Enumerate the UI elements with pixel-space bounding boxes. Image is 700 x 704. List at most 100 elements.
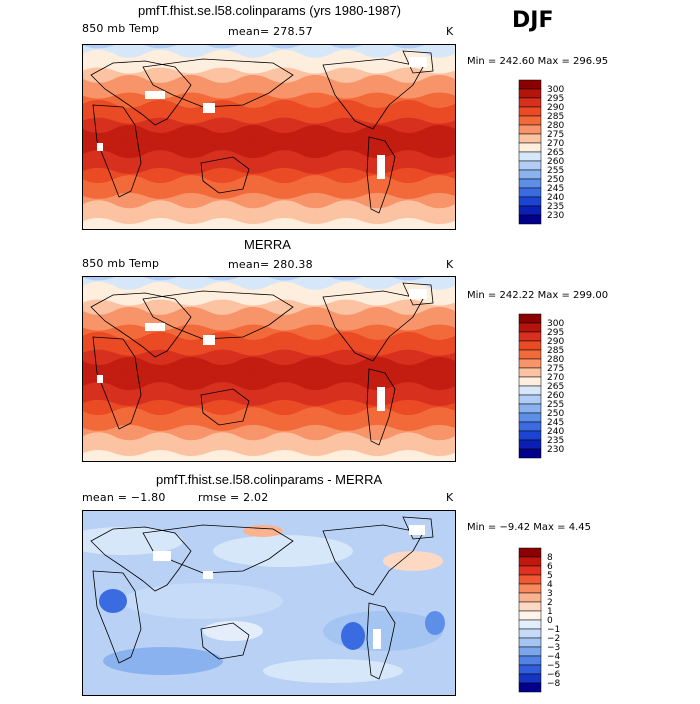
- coastline: [90, 60, 192, 126]
- missing-data-patch: [203, 571, 213, 579]
- colorbar-tick-label: 280: [547, 355, 564, 365]
- missing-data-patch: [409, 57, 427, 67]
- colorbar-swatch: [518, 367, 542, 378]
- colorbar-swatch: [518, 133, 542, 144]
- colorbar-tick-label: 300: [547, 85, 564, 95]
- colorbar-tick-label: 235: [547, 202, 564, 212]
- colorbar-tick-label: 245: [547, 418, 564, 428]
- field-contour: [213, 535, 353, 567]
- colorbar-tick-label: 295: [547, 94, 564, 104]
- colorbar-swatch: [518, 97, 542, 108]
- colorbar-swatch: [518, 619, 542, 630]
- colorbar-tick-label: 295: [547, 328, 564, 338]
- coastline: [366, 136, 396, 214]
- panel1-title: pmfT.fhist.se.l58.colinparams (yrs 1980-…: [138, 3, 402, 18]
- colorbar-tick-label: 260: [547, 391, 564, 401]
- colorbar-swatch: [518, 196, 542, 207]
- colorbar-swatch: [518, 313, 542, 324]
- missing-data-patch: [377, 155, 385, 179]
- panel2-mean: mean= 280.38: [228, 258, 313, 271]
- colorbar-swatch: [518, 394, 542, 405]
- colorbar-tick-label: 4: [547, 580, 553, 590]
- colorbar-swatch: [518, 583, 542, 594]
- panel3-rmse: rmse = 2.02: [198, 491, 269, 504]
- panel3-mean: mean = −1.80: [82, 491, 166, 504]
- colorbar-swatch: [518, 682, 542, 693]
- panel3-map: [82, 510, 456, 696]
- colorbar-tick-label: 265: [547, 148, 564, 158]
- colorbar-tick-label: 245: [547, 184, 564, 194]
- colorbar-tick-label: 240: [547, 427, 564, 437]
- colorbar-tick-label: 235: [547, 436, 564, 446]
- colorbar-swatch: [518, 151, 542, 162]
- colorbar-swatch: [518, 376, 542, 387]
- colorbar-swatch: [518, 115, 542, 126]
- season-label: DJF: [512, 8, 554, 33]
- colorbar-tick-label: 255: [547, 166, 564, 176]
- colorbar-tick-label: −5: [547, 661, 560, 671]
- missing-data-patch: [97, 375, 103, 383]
- colorbar-swatch: [518, 106, 542, 117]
- panel2-map-svg: [83, 277, 455, 461]
- colorbar-swatch: [518, 673, 542, 684]
- coastline: [90, 526, 192, 592]
- coastline: [200, 156, 250, 194]
- field-contour: [425, 611, 445, 635]
- panel2-map: [82, 276, 456, 462]
- colorbar-swatch: [518, 178, 542, 189]
- colorbar-tick-label: 300: [547, 319, 564, 329]
- colorbar-swatch: [518, 646, 542, 657]
- colorbar-tick-label: 275: [547, 130, 564, 140]
- colorbar-tick-label: 290: [547, 337, 564, 347]
- panel1-colorbar: 3002952902852802752702652602552502452402…: [518, 79, 564, 225]
- colorbar-swatch: [518, 655, 542, 666]
- missing-data-patch: [409, 289, 427, 299]
- colorbar-tick-label: 290: [547, 103, 564, 113]
- missing-data-patch: [409, 525, 425, 535]
- colorbar-tick-label: 230: [547, 211, 564, 221]
- field-contour: [83, 527, 183, 555]
- field-contour: [383, 551, 443, 571]
- panel3-units: K: [446, 491, 454, 504]
- colorbar-swatch: [518, 358, 542, 369]
- colorbar-tick-label: 1: [547, 607, 553, 617]
- colorbar-swatch: [518, 412, 542, 423]
- colorbar-swatch: [518, 448, 542, 459]
- colorbar-swatch: [518, 385, 542, 396]
- coastline: [200, 622, 250, 660]
- missing-data-patch: [153, 551, 171, 561]
- panel2-minmax: Min = 242.22 Max = 299.00: [467, 290, 609, 301]
- colorbar-swatch: [518, 637, 542, 648]
- colorbar-tick-label: −1: [547, 625, 560, 635]
- field-contour: [341, 622, 365, 650]
- missing-data-patch: [203, 335, 215, 345]
- missing-data-patch: [145, 323, 165, 331]
- colorbar-tick-label: 3: [547, 589, 553, 599]
- field-contour: [263, 659, 403, 683]
- panel3-title: pmfT.fhist.se.l58.colinparams - MERRA: [156, 472, 383, 487]
- coastline: [322, 290, 424, 362]
- panel2-units: K: [446, 258, 454, 271]
- colorbar-tick-label: 270: [547, 139, 564, 149]
- colorbar-tick-label: 8: [547, 553, 553, 563]
- panel1-map: [82, 44, 456, 230]
- panel1-map-svg: [83, 45, 455, 229]
- colorbar-tick-label: 255: [547, 400, 564, 410]
- field-contour: [123, 583, 283, 619]
- field-contour: [83, 450, 455, 461]
- colorbar-tick-label: −2: [547, 634, 560, 644]
- field-contour: [83, 218, 455, 229]
- panel3-map-svg: [83, 511, 455, 695]
- colorbar-swatch: [518, 331, 542, 342]
- coastline: [142, 58, 294, 108]
- colorbar-swatch: [518, 349, 542, 360]
- colorbar-tick-label: −8: [547, 679, 561, 689]
- colorbar-swatch: [518, 169, 542, 180]
- coastline: [92, 570, 142, 664]
- colorbar-tick-label: 6: [547, 562, 553, 572]
- colorbar-swatch: [518, 628, 542, 639]
- colorbar-tick-label: 0: [547, 616, 553, 626]
- colorbar-swatch: [518, 601, 542, 612]
- field-contour: [323, 611, 443, 651]
